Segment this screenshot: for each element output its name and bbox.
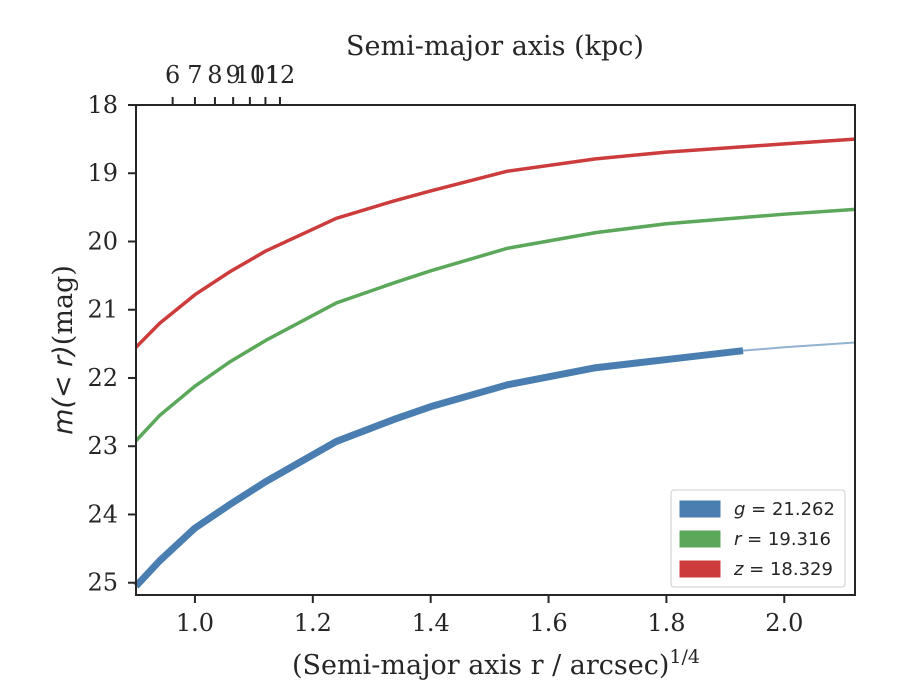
top-tick-label: 7	[187, 61, 202, 89]
y-tick-label: 19	[87, 159, 118, 187]
x-tick-label: 2.0	[765, 609, 803, 637]
legend-swatch-r	[679, 530, 721, 548]
y-tick-label: 23	[87, 432, 118, 460]
y-axis-label-unit: (mag)	[48, 265, 79, 345]
top-tick-label: 12	[265, 61, 296, 89]
series-line-r	[134, 207, 856, 442]
legend-label-g: g = 21.262	[734, 499, 835, 520]
series-line-g-extension	[742, 341, 856, 352]
y-tick-label: 24	[87, 500, 118, 528]
legend-swatch-z	[679, 560, 721, 578]
x-tick-label: 1.4	[412, 609, 450, 637]
x-tick-label: 1.6	[529, 609, 567, 637]
y-tick-label: 22	[87, 364, 118, 392]
top-tick-label: 9	[226, 61, 241, 89]
y-tick-label: 21	[87, 296, 118, 324]
series-layer	[133, 137, 856, 589]
legend-swatch-g	[679, 500, 721, 518]
plot-frame	[135, 104, 856, 596]
y-axis: 18 19 20 21 22 23 24 25	[87, 91, 136, 597]
top-tick-label: 11	[250, 61, 281, 89]
legend: g = 21.262 r = 19.316 z = 18.329	[670, 489, 846, 588]
x-axis-label-text: (Semi-major axis r / arcsec)	[292, 650, 669, 681]
series-line-z	[134, 137, 856, 349]
series-line-g	[133, 347, 744, 589]
x-tick-label: 1.8	[647, 609, 685, 637]
bottom-x-axis: 1.0 1.2 1.4 1.6 1.8 2.0	[176, 595, 803, 637]
x-axis-label-exponent: 1/4	[669, 646, 700, 668]
top-tick-label: 10	[235, 61, 266, 89]
top-tick-label: 6	[165, 61, 180, 89]
y-axis-label-math: m(< r)	[48, 345, 79, 435]
y-tick-label: 18	[87, 91, 118, 119]
x-axis-label: (Semi-major axis r / arcsec)1/4	[292, 646, 700, 681]
legend-label-z: z = 18.329	[733, 559, 833, 580]
top-tick-label: 8	[207, 61, 222, 89]
x-tick-label: 1.2	[294, 609, 332, 637]
y-axis-label: m(< r)(mag)	[48, 265, 79, 435]
top-axis-label: Semi-major axis (kpc)	[346, 31, 644, 62]
y-tick-label: 25	[87, 569, 118, 597]
legend-label-r: r = 19.316	[734, 529, 831, 550]
x-tick-label: 1.0	[176, 609, 214, 637]
y-tick-label: 20	[87, 227, 118, 255]
